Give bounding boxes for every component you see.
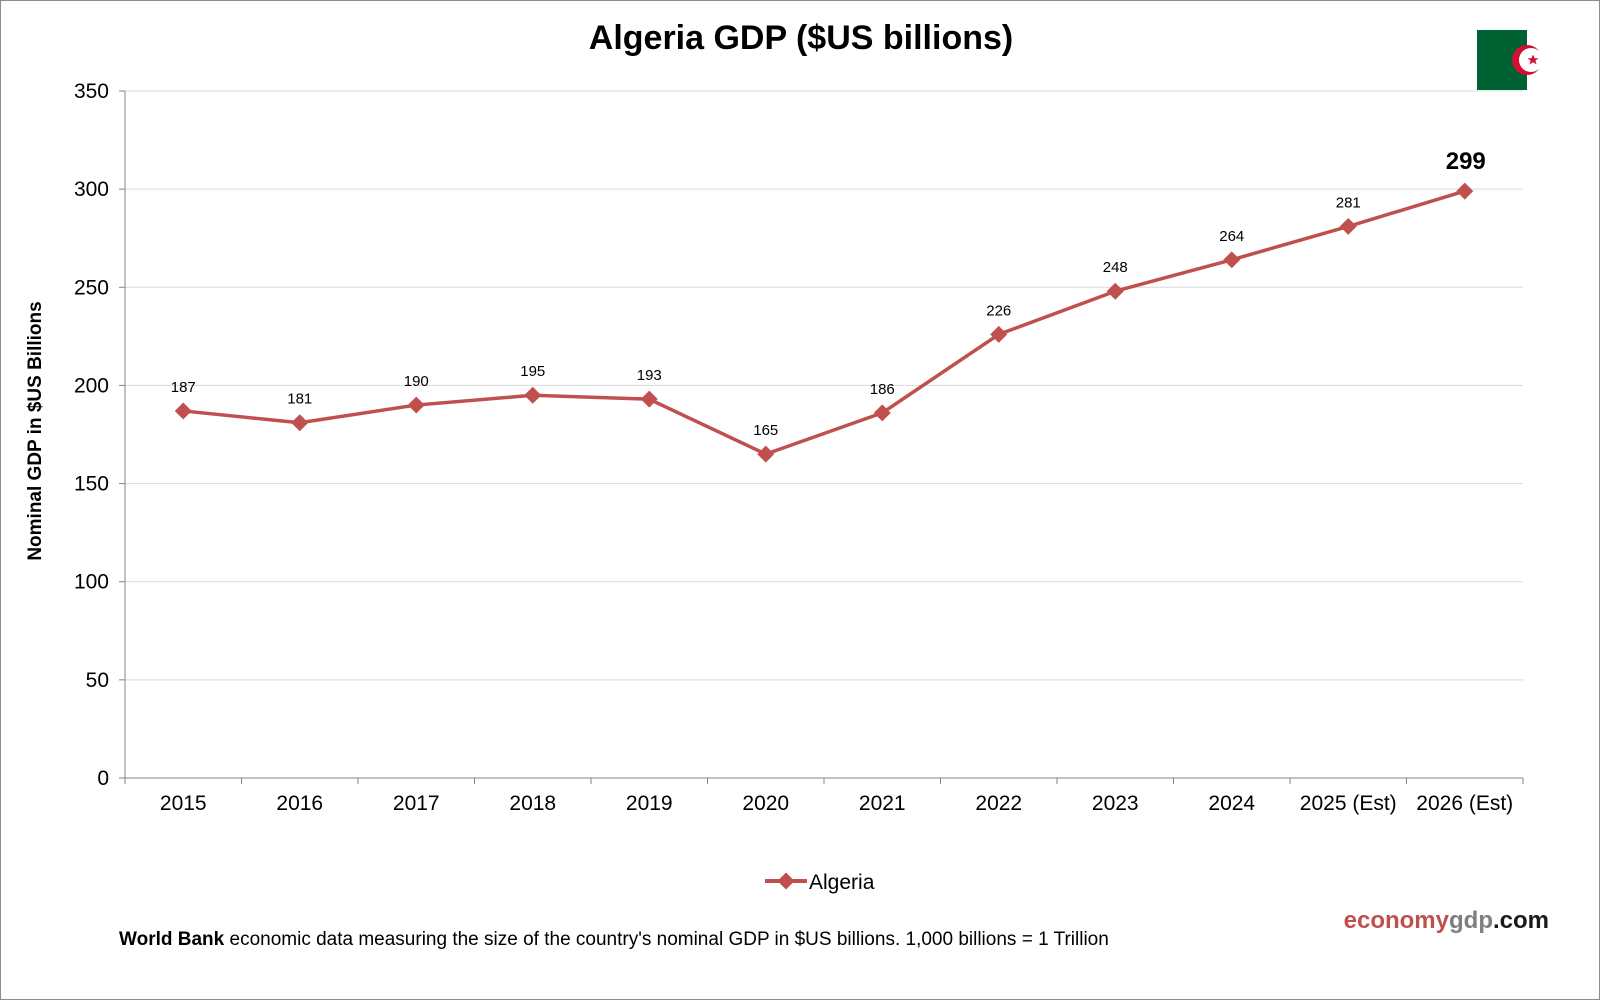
x-tick-label: 2016 xyxy=(276,792,323,815)
chart-title: Algeria GDP ($US billions) xyxy=(589,19,1013,57)
data-label: 187 xyxy=(171,379,196,396)
y-tick-label: 250 xyxy=(74,276,109,299)
series-algeria xyxy=(174,182,1474,463)
data-point-marker xyxy=(407,396,425,414)
data-label: 193 xyxy=(637,367,662,384)
x-tick-label: 2021 xyxy=(859,792,906,815)
brand-part-gdp: gdp xyxy=(1449,907,1493,934)
y-tick-labels: 0 50 100 150 200 250 300 350 xyxy=(74,80,109,790)
x-tick-label: 2025 (Est) xyxy=(1300,792,1397,815)
data-point-marker xyxy=(524,386,542,404)
data-point-marker xyxy=(1106,282,1124,300)
data-label: 181 xyxy=(287,391,312,408)
y-tick-label: 350 xyxy=(74,80,109,103)
legend-marker-swatch xyxy=(777,872,795,890)
algeria-flag-icon xyxy=(1477,30,1577,90)
data-point-marker xyxy=(174,402,192,420)
x-tick-label: 2024 xyxy=(1208,792,1255,815)
x-tick-label: 2023 xyxy=(1092,792,1139,815)
x-tick-label: 2017 xyxy=(393,792,440,815)
x-tick-label: 2022 xyxy=(975,792,1022,815)
y-tick-label: 100 xyxy=(74,571,109,594)
x-tick-labels: 2015 2016 2017 2018 2019 2020 2021 2022 2023 2024… xyxy=(160,792,1513,815)
y-tick-label: 50 xyxy=(86,669,109,692)
source-name: World Bank xyxy=(119,929,225,950)
y-tick-label: 300 xyxy=(74,178,109,201)
gridlines xyxy=(125,90,1523,681)
data-point-marker xyxy=(1456,182,1474,200)
x-tick-label: 2020 xyxy=(742,792,789,815)
x-tick-label: 2015 xyxy=(160,792,207,815)
data-point-marker xyxy=(757,445,775,463)
data-label: 190 xyxy=(404,373,429,390)
y-axis-label: Nominal GDP in $US Billions xyxy=(25,301,46,560)
data-label: 299 xyxy=(1446,148,1486,175)
data-point-marker xyxy=(1223,251,1241,269)
data-label: 195 xyxy=(520,363,545,380)
data-point-marker xyxy=(291,414,309,432)
brand-part-com: .com xyxy=(1492,907,1549,934)
source-description: economic data measuring the size of the … xyxy=(224,929,1109,950)
data-label: 248 xyxy=(1103,259,1128,276)
flag-star-icon xyxy=(1527,54,1539,65)
legend: Algeria xyxy=(765,871,875,894)
data-labels: 187 181 190 195 193 165 186 226 248 264 281 299 xyxy=(171,148,1486,439)
data-point-marker xyxy=(1339,217,1357,235)
data-label: 186 xyxy=(870,381,895,398)
data-point-marker xyxy=(990,325,1008,343)
legend-label: Algeria xyxy=(809,871,875,894)
brand-logo: economygdp.com xyxy=(1344,907,1549,935)
data-point-marker xyxy=(640,390,658,408)
data-label: 264 xyxy=(1219,228,1244,245)
x-tick-label: 2026 (Est) xyxy=(1416,792,1513,815)
y-tick-label: 150 xyxy=(74,473,109,496)
y-tick-label: 0 xyxy=(97,767,109,790)
data-point-marker xyxy=(873,404,891,422)
y-tick-label: 200 xyxy=(74,374,109,397)
series-line xyxy=(183,189,1466,456)
x-tick-label: 2019 xyxy=(626,792,673,815)
axes xyxy=(119,90,1524,784)
brand-part-economy: economy xyxy=(1343,907,1449,934)
data-label: 226 xyxy=(986,302,1011,319)
source-footnote: World Bank economic data measuring the s… xyxy=(119,929,1109,951)
x-tick-label: 2018 xyxy=(509,792,556,815)
data-label: 281 xyxy=(1336,194,1361,211)
data-label: 165 xyxy=(753,422,778,439)
